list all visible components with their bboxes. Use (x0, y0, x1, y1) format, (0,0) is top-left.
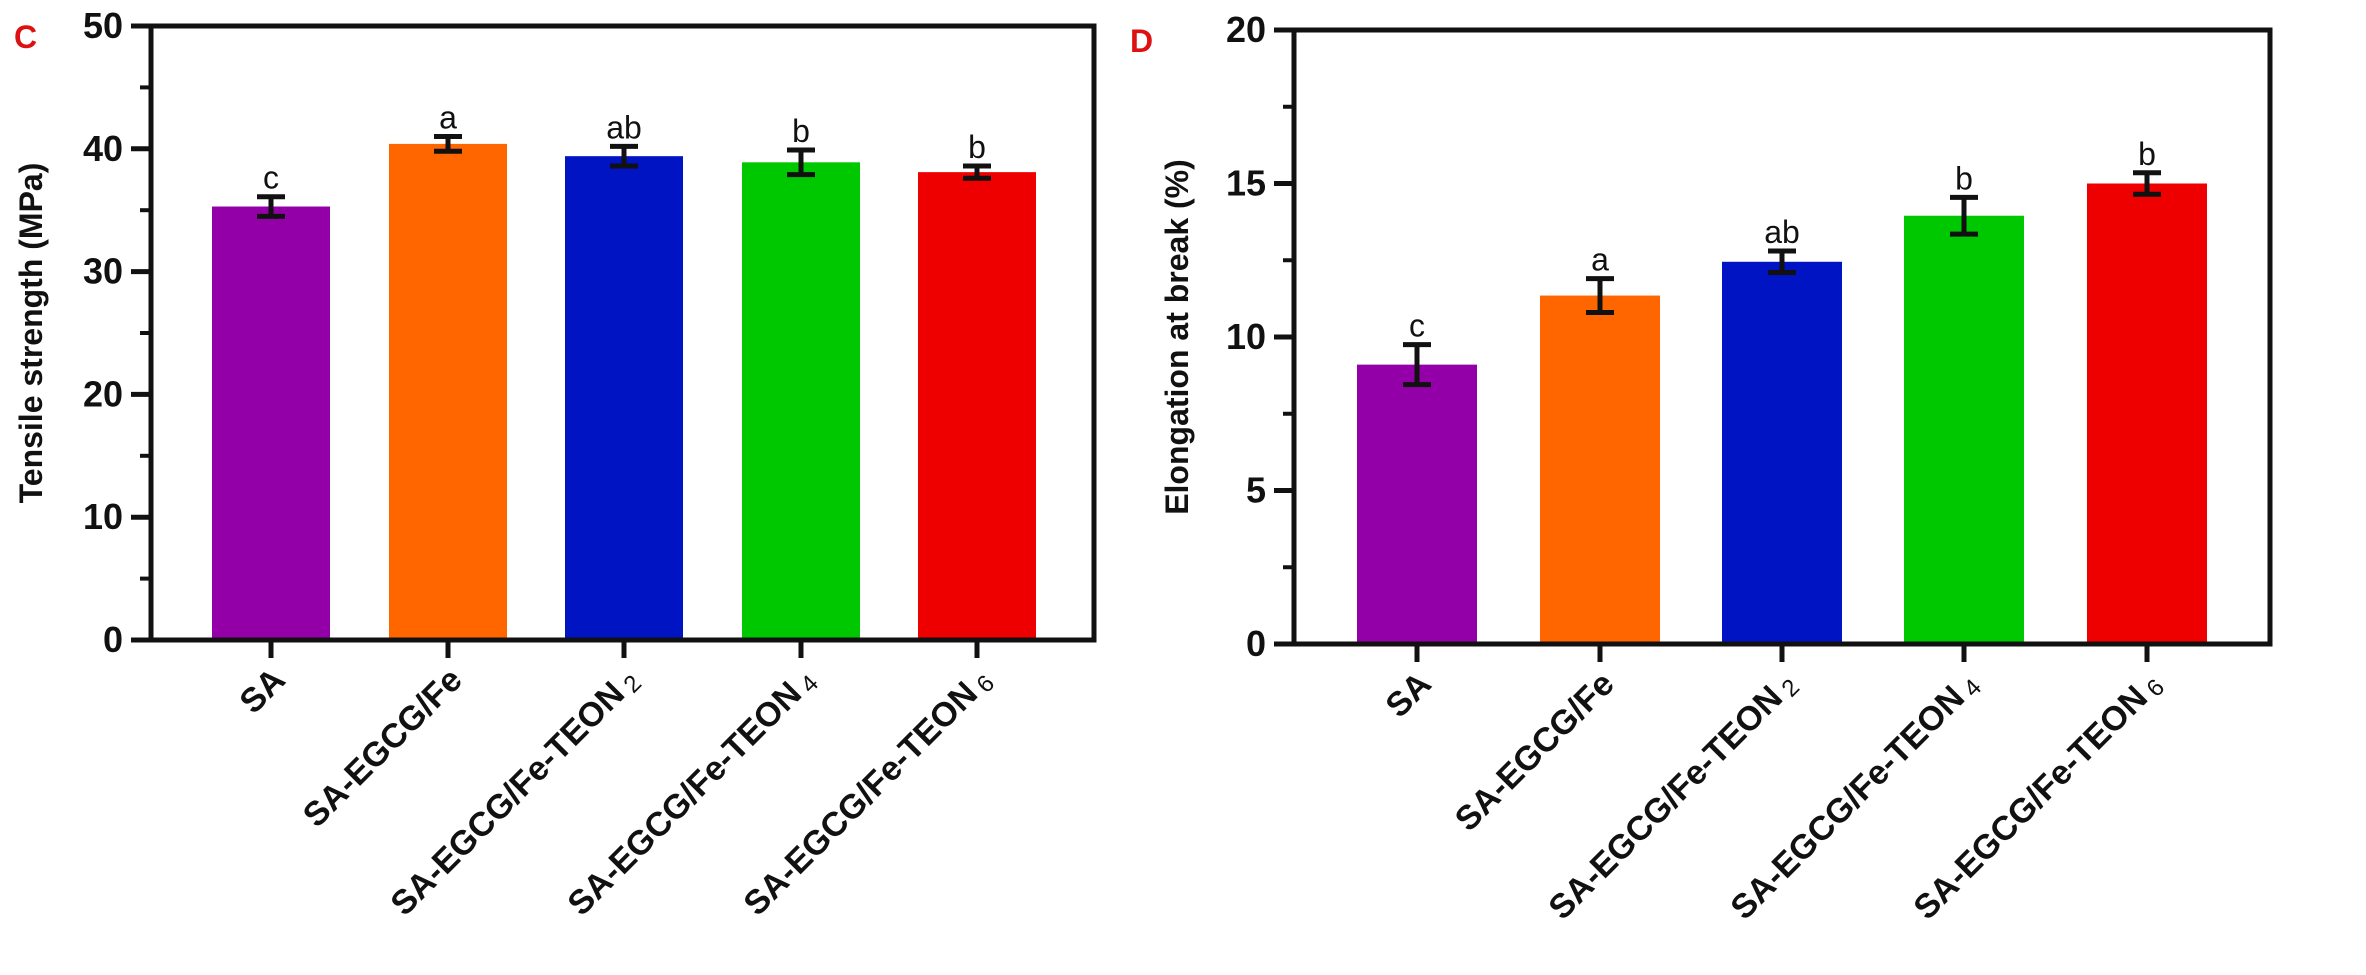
significance-label: b (792, 113, 810, 149)
error-bar (1950, 194, 1978, 237)
x-tick-label: SA (1378, 665, 1438, 725)
significance-label: c (1409, 308, 1425, 344)
significance-label: a (439, 100, 457, 136)
y-tick-label: 40 (83, 128, 123, 169)
y-tick-label: 15 (1226, 163, 1266, 204)
x-tick-label-text: SA-EGCG/Fe (296, 661, 470, 835)
bar (1540, 295, 1660, 644)
error-bar (787, 147, 815, 178)
bar (212, 206, 330, 641)
y-tick-label: 20 (1226, 9, 1266, 50)
significance-label: b (968, 129, 986, 165)
x-tick-label: SA (232, 661, 292, 721)
y-tick-label: 20 (83, 373, 123, 414)
y-axis-title: Tensile strength (MPa) (13, 163, 49, 504)
significance-label: b (2138, 136, 2156, 172)
x-tick-label: SA-EGCG/Fe (1448, 665, 1622, 839)
bar (1722, 261, 1842, 644)
significance-label: b (1955, 160, 1973, 196)
x-tick-label-text: SA-EGCG/Fe (1448, 665, 1622, 839)
y-axis-title: Elongation at break (%) (1159, 159, 1195, 515)
chart-panel-c: CcSAaSA-EGCG/FeabSA-EGCG/Fe-TEON2bSA-EGC… (13, 5, 1097, 923)
bar (565, 156, 683, 640)
y-tick-label: 5 (1246, 470, 1266, 511)
y-tick-label: 30 (83, 251, 123, 292)
error-bar (1403, 342, 1431, 388)
significance-label: ab (1764, 214, 1800, 250)
chart-panel-d: DcSAaSA-EGCG/FeabSA-EGCG/Fe-TEON2bSA-EGC… (1130, 9, 2273, 927)
x-tick-label: SA-EGCG/Fe (296, 661, 470, 835)
y-tick-label: 0 (1246, 623, 1266, 664)
panel-label: D (1130, 23, 1153, 59)
bar (389, 143, 507, 640)
y-tick-label: 10 (1226, 316, 1266, 357)
significance-label: a (1591, 242, 1609, 278)
y-tick-label: 50 (83, 5, 123, 46)
panel-label: C (14, 19, 37, 55)
error-bar (257, 194, 285, 219)
error-bar (1586, 276, 1614, 315)
significance-label: c (263, 160, 279, 196)
y-tick-label: 0 (103, 619, 123, 660)
bar (2087, 183, 2207, 644)
y-tick-label: 10 (83, 496, 123, 537)
bar (1904, 215, 2024, 645)
bar (918, 172, 1036, 640)
error-bar (2133, 170, 2161, 197)
error-bar (610, 143, 638, 169)
error-bar (1768, 248, 1796, 276)
bar (742, 162, 860, 641)
bar (1357, 364, 1477, 644)
x-tick-label-text: SA (232, 661, 292, 721)
x-tick-label-text: SA (1378, 665, 1438, 725)
significance-label: ab (606, 109, 642, 145)
error-bar (434, 134, 462, 154)
error-bar (963, 163, 991, 181)
